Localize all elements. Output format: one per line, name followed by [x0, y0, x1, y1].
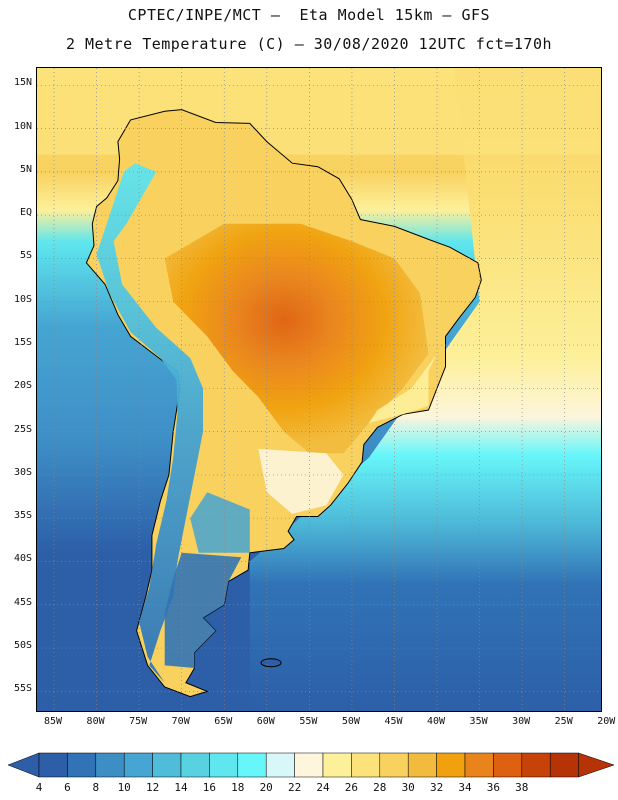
patagonia-cold-region [164, 552, 242, 668]
colorbar-cell [436, 752, 466, 778]
map-canvas [37, 68, 601, 711]
colorbar-tick-label: 26 [344, 781, 359, 794]
longitude-label: 70W [171, 716, 190, 727]
latitude-label: 15S [13, 337, 32, 349]
latitude-label: 40S [13, 553, 32, 565]
colorbar-cell [322, 752, 352, 778]
cuyo-cool-region [190, 492, 250, 553]
latitude-label: 5N [19, 163, 32, 175]
colorbar-cell [180, 752, 210, 778]
colorbar-tick-label: 4 [35, 781, 43, 794]
colorbar-cell [38, 752, 68, 778]
colorbar-tick-label: 30 [401, 781, 415, 794]
colorbar-cell [209, 752, 239, 778]
colorbar-left-arrow [7, 752, 40, 778]
colorbar-tick-label: 16 [202, 781, 217, 794]
longitude-label: 20W [597, 716, 616, 727]
longitude-label: 40W [426, 716, 446, 727]
longitude-label: 35W [469, 716, 488, 727]
pampas-mild-region [258, 448, 344, 514]
latitude-label: 10N [13, 120, 32, 132]
colorbar-cell [407, 752, 437, 778]
latitude-label: 15N [13, 77, 32, 89]
colorbar-tick-label: 32 [429, 781, 444, 794]
colorbar-tick-label: 18 [231, 781, 245, 794]
latitude-label: 20S [13, 380, 32, 392]
colorbar-cell [493, 752, 523, 778]
colorbar-cell [379, 752, 409, 778]
longitude-label: 85W [43, 716, 63, 727]
colorbar-cell [294, 752, 324, 778]
colorbar-cell [265, 752, 295, 778]
longitude-label: 25W [554, 716, 573, 727]
colorbar-tick-label: 8 [92, 781, 100, 794]
longitude-label: 50W [341, 716, 360, 727]
coastal-mild-region [368, 353, 437, 423]
longitude-label: 80W [86, 716, 105, 727]
colorbar-cell [67, 752, 97, 778]
latitude-label: 25S [13, 423, 32, 435]
map-title-line-2: 2 Metre Temperature (C) – 30/08/2020 12U… [65, 35, 553, 53]
color-scale-bar [7, 752, 615, 778]
latitude-label: 55S [13, 683, 32, 695]
falkland-islands [260, 658, 282, 668]
longitude-label: 30W [512, 716, 531, 727]
colorbar-cell [464, 752, 494, 778]
colorbar-cell [549, 752, 579, 778]
colorbar-right-arrow [578, 752, 615, 778]
colorbar-tick-label: 22 [287, 781, 302, 794]
colorbar-tick-label: 36 [486, 781, 501, 794]
temperature-map [36, 67, 602, 712]
hot-interior-region [164, 223, 429, 454]
longitude-label: 45W [384, 716, 403, 727]
colorbar-tick-label: 6 [64, 781, 71, 794]
colorbar-cell [351, 752, 381, 778]
colorbar-tick-label: 12 [145, 781, 160, 794]
colorbar-tick-label: 20 [259, 781, 273, 794]
latitude-label: 5S [19, 250, 32, 262]
longitude-label: 55W [299, 716, 318, 727]
latitude-label: 45S [13, 596, 32, 608]
latitude-label: 35S [13, 510, 32, 522]
longitude-label: 75W [129, 716, 148, 727]
colorbar-tick-label: 38 [515, 781, 529, 794]
colorbar-cell [152, 752, 182, 778]
colorbar-cell [521, 752, 551, 778]
latitude-label: 30S [13, 466, 32, 478]
colorbar-tick-label: 28 [373, 781, 387, 794]
latitude-label: 50S [13, 640, 32, 652]
colorbar-tick-label: 14 [174, 781, 188, 794]
colorbar-cell [123, 752, 153, 778]
map-title-line-1: CPTEC/INPE/MCT – Eta Model 15km – GFS [127, 6, 491, 24]
colorbar-cell [237, 752, 267, 778]
colorbar-tick-label: 34 [458, 781, 472, 794]
colorbar-tick-label: 24 [316, 781, 330, 794]
colorbar-tick-label: 10 [117, 781, 131, 794]
longitude-label: 60W [256, 716, 275, 727]
latitude-label: 10S [13, 293, 32, 305]
colorbar-cell [95, 752, 125, 778]
latitude-label: EQ [19, 207, 32, 219]
andes-cold-band [96, 163, 203, 683]
longitude-label: 65W [214, 716, 233, 727]
